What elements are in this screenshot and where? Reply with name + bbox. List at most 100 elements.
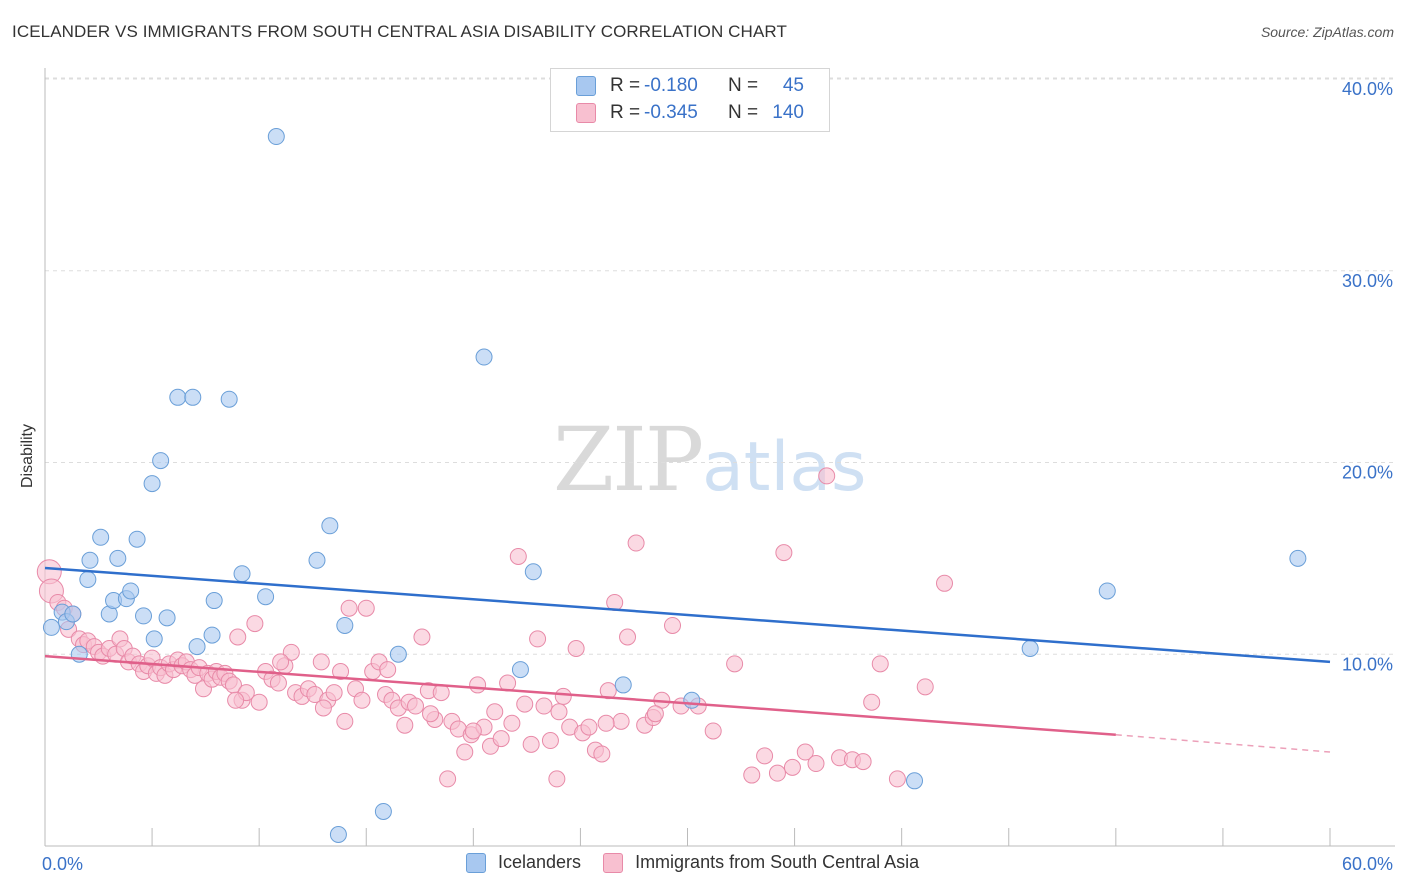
icelander-point xyxy=(233,565,251,583)
legend-row-icelanders: R = -0.180 N = 45 xyxy=(551,73,804,99)
stats-legend: R = -0.180 N = 45 R = -0.345 N = 140 xyxy=(550,68,830,132)
immigrant-point xyxy=(509,547,527,565)
icelander-point xyxy=(220,390,238,408)
immigrant-point xyxy=(936,574,953,592)
immigrant-point xyxy=(664,616,682,634)
icelander-point xyxy=(158,609,176,627)
immigrant-point xyxy=(619,628,637,646)
immigrant-point xyxy=(541,732,559,750)
legend-n-value: 140 xyxy=(772,102,804,123)
icelander-point xyxy=(683,691,701,709)
icelander-point xyxy=(1021,639,1039,657)
y-tick-label: 20.0% xyxy=(1342,463,1393,483)
icelander-point xyxy=(128,530,146,548)
icelander-point xyxy=(109,549,127,567)
icelander-point xyxy=(64,605,82,623)
immigrant-point xyxy=(516,695,534,713)
icelander-point xyxy=(511,661,529,679)
legend-swatch-pink xyxy=(603,852,624,873)
immigrant-point xyxy=(246,615,264,633)
immigrant-point xyxy=(567,639,585,657)
immigrant-point xyxy=(807,755,825,773)
immigrant-point xyxy=(646,705,664,723)
watermark: ZIPatlas xyxy=(553,408,866,511)
immigrant-point xyxy=(229,628,247,646)
icelander-point xyxy=(152,452,170,470)
icelander-point xyxy=(257,588,275,606)
immigrant-point xyxy=(529,630,547,648)
immigrant-point xyxy=(456,743,474,761)
immigrant-point xyxy=(227,691,245,709)
icelander-point xyxy=(1289,549,1307,567)
legend-r-value: -0.180 xyxy=(644,75,698,96)
immigrant-point xyxy=(871,655,889,673)
immigrant-trendline xyxy=(44,654,1116,737)
icelander-point xyxy=(1098,582,1116,600)
immigrant-point xyxy=(550,703,568,721)
icelander-point xyxy=(203,626,221,644)
immigrant-point xyxy=(597,714,615,732)
icelander-point xyxy=(135,607,153,625)
immigrant-point xyxy=(756,747,774,765)
legend-item-immigrants[interactable]: Immigrants from South Central Asia xyxy=(603,852,919,873)
icelander-point xyxy=(524,563,542,581)
immigrant-point xyxy=(775,544,793,562)
legend-swatch-blue xyxy=(466,852,486,873)
immigrant-point xyxy=(422,705,439,723)
immigrant-point xyxy=(396,716,414,734)
watermark-atlas: atlas xyxy=(702,428,867,507)
immigrant-point xyxy=(704,722,722,740)
immigrant-point xyxy=(357,599,375,617)
immigrant-point xyxy=(548,770,566,788)
y-tick-label: 40.0% xyxy=(1342,79,1393,99)
immigrant-point xyxy=(796,743,814,761)
legend-label-immigrants: Immigrants from South Central Asia xyxy=(635,852,920,872)
y-tick-label: 30.0% xyxy=(1342,271,1393,291)
immigrant-point xyxy=(627,534,645,552)
y-tick-label: 10.0% xyxy=(1342,654,1393,674)
immigrant-point xyxy=(332,663,350,681)
watermark-zip: ZIP xyxy=(553,408,704,511)
icelander-point xyxy=(374,802,392,820)
legend-label-icelanders: Icelanders xyxy=(498,852,582,872)
immigrant-point xyxy=(432,684,450,702)
immigrant-point xyxy=(439,770,457,788)
legend-row-immigrants: R = -0.345 N = 140 xyxy=(551,100,804,126)
icelander-point xyxy=(42,618,60,636)
immigrant-point xyxy=(379,661,397,679)
source-label: Source: ZipAtlas.com xyxy=(1260,24,1394,40)
immigrant-point xyxy=(612,712,630,730)
icelander-point xyxy=(184,388,202,406)
x-tick-label: 0.0% xyxy=(42,854,83,874)
immigrant-point xyxy=(272,653,290,671)
icelander-point xyxy=(389,645,407,663)
icelander-point xyxy=(267,128,285,146)
icelander-point xyxy=(143,475,161,493)
icelander-point xyxy=(205,592,223,610)
immigrant-point xyxy=(250,693,268,711)
immigrant-point xyxy=(492,730,510,748)
immigrant-point xyxy=(888,770,906,788)
immigrant-point xyxy=(818,467,836,485)
immigrant-point xyxy=(340,599,358,617)
immigrant-point xyxy=(768,764,786,782)
chart-title: ICELANDER VS IMMIGRANTS FROM SOUTH CENTR… xyxy=(12,22,787,41)
legend-r-label: R = xyxy=(610,75,641,96)
legend-item-icelanders[interactable]: Icelanders xyxy=(466,852,581,873)
immigrant-trendline-extension xyxy=(1115,734,1331,753)
immigrant-point xyxy=(469,676,487,694)
x-tick-label: 60.0% xyxy=(1342,854,1393,874)
immigrant-point xyxy=(464,722,482,740)
immigrant-point xyxy=(554,687,572,705)
immigrant-point xyxy=(312,653,330,671)
legend-swatch-blue xyxy=(576,76,596,96)
immigrant-point xyxy=(580,718,598,736)
immigrant-point xyxy=(314,699,332,717)
icelander-point xyxy=(906,772,924,790)
icelander-point xyxy=(188,638,206,656)
legend-n-label: N = xyxy=(728,75,759,96)
immigrant-point xyxy=(336,712,354,730)
immigrant-point xyxy=(413,628,431,646)
immigrant-point xyxy=(486,703,504,721)
